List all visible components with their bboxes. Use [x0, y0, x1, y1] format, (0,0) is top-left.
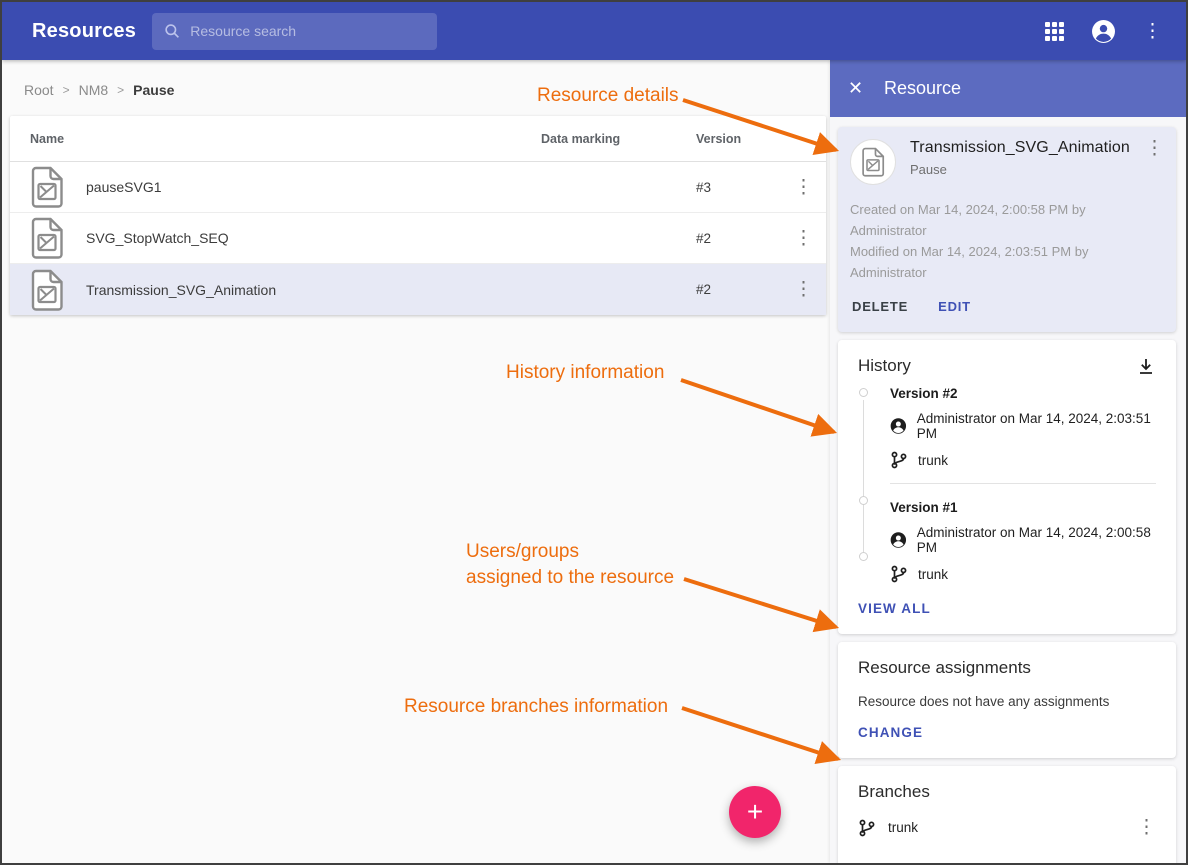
top-bar: Resources ⋮ — [2, 2, 1186, 60]
breadcrumb-separator: > — [117, 83, 125, 97]
content-area: Root > NM8 > Pause Name Data marking Ver… — [2, 60, 830, 863]
version-cell: #2 — [696, 282, 712, 297]
branches-card: Branches trunk ⋮ VIEW ALL — [838, 766, 1176, 863]
timeline-dot — [859, 552, 868, 561]
svg-file-icon — [31, 217, 63, 259]
row-more-icon[interactable]: ⋮ — [794, 227, 813, 249]
resource-name-cell: Transmission_SVG_Animation — [86, 281, 277, 298]
svg-file-icon — [31, 269, 63, 311]
history-view-all-button[interactable]: VIEW ALL — [858, 601, 931, 616]
panel-title: Resource — [884, 78, 962, 98]
annotation-resource-details: Resource details — [537, 85, 679, 106]
breadcrumb-separator: > — [62, 83, 70, 97]
timeline-dot — [859, 496, 868, 505]
version-title: Version #1 — [890, 500, 958, 515]
modified-line: Modified on Mar 14, 2024, 2:03:51 PM by … — [850, 244, 1089, 280]
table-row[interactable]: pauseSVG1 #3 ⋮ — [10, 162, 826, 213]
resource-name-cell: SVG_StopWatch_SEQ — [86, 230, 229, 246]
account-icon[interactable] — [1090, 18, 1117, 45]
add-resource-button[interactable]: + — [729, 786, 781, 838]
breadcrumb-root[interactable]: Root — [24, 82, 54, 98]
annotation-assignments-line1: Users/groups — [466, 541, 579, 562]
table-row[interactable]: SVG_StopWatch_SEQ #2 ⋮ — [10, 213, 826, 264]
history-author-line: Administrator on Mar 14, 2024, 2:00:58 P… — [916, 525, 1151, 555]
close-icon[interactable]: ✕ — [848, 78, 864, 98]
branch-icon — [891, 565, 907, 583]
branch-icon — [891, 451, 907, 469]
history-title: History — [858, 356, 911, 375]
column-header-name: Name — [30, 131, 65, 146]
main-area: Root > NM8 > Pause Name Data marking Ver… — [2, 60, 1186, 863]
resource-avatar — [850, 139, 896, 185]
resource-name-cell: pauseSVG1 — [86, 179, 162, 195]
breadcrumb-nm8[interactable]: NM8 — [78, 82, 109, 98]
history-entry: Version #2 Administrator on Mar 14, 2024… — [872, 386, 1156, 469]
version-title: Version #2 — [890, 386, 958, 401]
panel-header: ✕ Resource — [830, 60, 1186, 117]
delete-button[interactable]: DELETE — [850, 295, 910, 318]
assignments-card: Resource assignments Resource does not h… — [838, 642, 1176, 758]
annotation-assignments-line2: assigned to the resource — [466, 567, 675, 588]
resource-subtitle: Pause — [910, 162, 947, 177]
assignments-empty-text: Resource does not have any assignments — [858, 694, 1110, 709]
svg-file-icon — [31, 166, 63, 208]
assignments-title: Resource assignments — [858, 658, 1031, 677]
branch-more-icon[interactable]: ⋮ — [1137, 817, 1156, 838]
breadcrumb: Root > NM8 > Pause — [2, 60, 830, 116]
search-icon — [165, 24, 180, 38]
branch-row[interactable]: trunk ⋮ — [858, 818, 1156, 837]
edit-button[interactable]: EDIT — [936, 295, 973, 318]
branch-name: trunk — [888, 820, 919, 835]
timeline-line — [863, 400, 864, 558]
branches-title: Branches — [858, 782, 930, 801]
version-cell: #3 — [696, 179, 712, 195]
history-branch: trunk — [918, 566, 949, 582]
download-icon[interactable] — [1136, 356, 1156, 376]
version-cell: #2 — [696, 230, 712, 246]
user-icon — [890, 532, 907, 548]
history-entry: Version #1 Administrator on Mar 14, 2024… — [872, 500, 1156, 583]
timeline-dot — [859, 388, 868, 397]
row-more-icon[interactable]: ⋮ — [794, 176, 813, 198]
search-input[interactable] — [190, 23, 426, 39]
annotation-history: History information — [506, 362, 665, 383]
history-author-line: Administrator on Mar 14, 2024, 2:03:51 P… — [916, 411, 1151, 441]
history-timeline: Version #2 Administrator on Mar 14, 2024… — [858, 386, 1156, 583]
change-assignments-button[interactable]: CHANGE — [858, 725, 924, 740]
column-header-version: Version — [696, 131, 742, 146]
resource-title: Transmission_SVG_Animation — [910, 139, 1130, 156]
branches-view-all-button[interactable]: VIEW ALL — [858, 859, 931, 863]
annotation-branches: Resource branches information — [404, 696, 669, 717]
column-header-data-marking: Data marking — [541, 131, 621, 146]
created-line: Created on Mar 14, 2024, 2:00:58 PM by A… — [850, 202, 1086, 238]
table-header: Name Data marking Version — [10, 116, 826, 162]
table-row-selected[interactable]: Transmission_SVG_Animation #2 ⋮ — [10, 264, 826, 315]
resources-table: Name Data marking Version pauseSVG1 #3 ⋮… — [10, 116, 826, 315]
row-more-icon[interactable]: ⋮ — [794, 279, 813, 300]
breadcrumb-current: Pause — [133, 82, 175, 98]
svg-file-icon — [862, 147, 885, 177]
history-card: History Version #2 Administrator on M — [838, 340, 1176, 634]
app-title: Resources — [32, 19, 137, 42]
resource-search[interactable] — [152, 12, 438, 50]
history-branch: trunk — [918, 452, 949, 468]
resource-details-card: Transmission_SVG_Animation Pause ⋮ Creat… — [838, 127, 1176, 332]
details-more-icon[interactable]: ⋮ — [1145, 138, 1164, 159]
user-icon — [890, 418, 907, 434]
resource-panel: ✕ Resource Transmission_SVG_Animation Pa… — [830, 60, 1186, 863]
topbar-actions: ⋮ — [1045, 18, 1162, 45]
apps-grid-icon[interactable] — [1045, 21, 1064, 41]
branch-icon — [859, 819, 875, 836]
history-divider — [890, 483, 1156, 484]
annotation-assignments: Users/groups assigned to the resource — [466, 539, 674, 591]
topbar-more-icon[interactable]: ⋮ — [1143, 20, 1162, 42]
